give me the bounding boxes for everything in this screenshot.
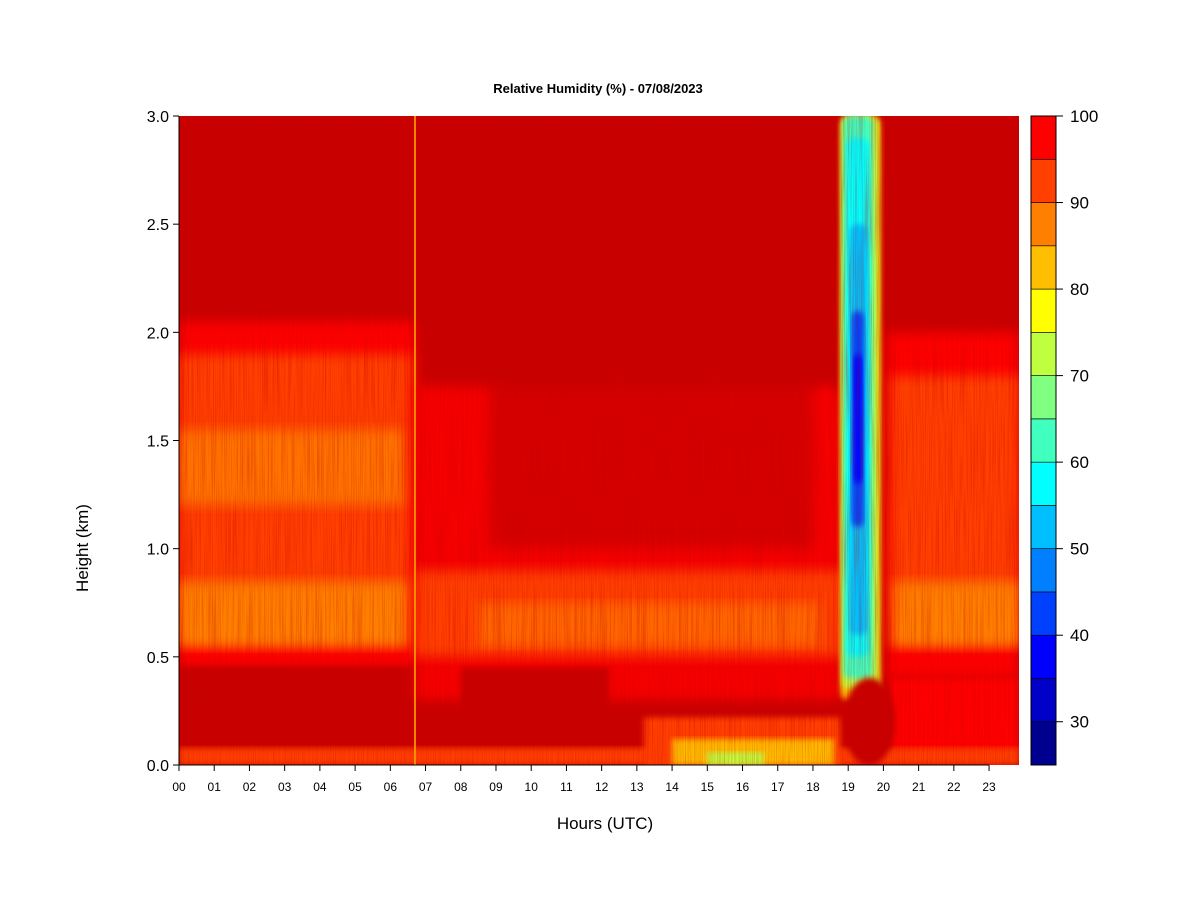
- colorbar-tick-label: 80: [1070, 280, 1089, 299]
- colorbar-swatch: [1030, 115, 1057, 160]
- y-tick-label: 2.0: [147, 325, 169, 342]
- x-tick-label: 03: [278, 780, 292, 794]
- x-tick-label: 20: [877, 780, 891, 794]
- x-tick-label: 10: [525, 780, 539, 794]
- x-tick-label: 15: [701, 780, 715, 794]
- colorbar-tick-label: 50: [1070, 540, 1089, 559]
- y-tick-label: 0.0: [147, 758, 169, 775]
- colorbar-swatch: [1030, 375, 1057, 420]
- colorbar-swatch: [1030, 678, 1057, 723]
- x-tick-label: 06: [384, 780, 398, 794]
- x-tick-label: 01: [208, 780, 222, 794]
- x-tick-label: 19: [842, 780, 856, 794]
- colorbar-swatch: [1030, 332, 1057, 376]
- colorbar-swatch: [1030, 418, 1057, 463]
- colorbar-tick-label: 40: [1070, 626, 1089, 645]
- y-tick-label: 1.5: [147, 434, 169, 451]
- colorbar-frame: [1030, 115, 1057, 766]
- x-tick-label: 02: [243, 780, 257, 794]
- x-tick-label: 23: [982, 780, 996, 794]
- x-tick-label: 08: [454, 780, 468, 794]
- x-tick-label: 11: [560, 780, 573, 794]
- x-tick-label: 00: [172, 780, 186, 794]
- colorbar-tick-label: 30: [1070, 713, 1089, 732]
- x-axis: 00 01 02 03 04 05 06 07 08 09 10 11 12 13 14 15 16 17 18 19…: [172, 764, 996, 794]
- colorbar-swatch: [1030, 158, 1057, 203]
- heatmap-field: [179, 116, 1019, 765]
- y-axis: 0.0 0.5 1.0 1.5 2.0 2.5 3.0: [147, 109, 180, 775]
- x-tick-label: 09: [489, 780, 503, 794]
- colorbar-swatch: [1030, 548, 1057, 593]
- streak-texture: [179, 116, 1019, 765]
- colorbar-tick-label: 100: [1070, 107, 1098, 126]
- x-tick-label: 14: [665, 780, 679, 794]
- x-tick-label: 13: [630, 780, 644, 794]
- y-tick-label: 1.0: [147, 542, 169, 559]
- y-tick-label: 0.5: [147, 650, 169, 667]
- x-tick-label: 12: [595, 780, 609, 794]
- x-tick-label: 18: [806, 780, 820, 794]
- colorbar-tick-label: 90: [1070, 194, 1089, 213]
- colorbar-swatch: [1030, 634, 1057, 679]
- colorbar-swatch: [1030, 721, 1057, 766]
- colorbar-swatch: [1030, 245, 1057, 290]
- x-tick-label: 07: [419, 780, 433, 794]
- colorbar-legend: 30 40 50 60 70 80 90 100: [1030, 107, 1098, 766]
- y-axis-label: Height (km): [73, 504, 92, 592]
- x-axis-label: Hours (UTC): [557, 814, 653, 833]
- x-tick-label: 16: [736, 780, 750, 794]
- x-tick-label: 05: [348, 780, 362, 794]
- x-tick-label: 17: [771, 780, 785, 794]
- colorbar-swatch: [1030, 202, 1057, 247]
- colorbar-swatch: [1030, 505, 1057, 549]
- colorbar-swatch: [1030, 288, 1057, 333]
- colorbar-swatch: [1030, 591, 1057, 636]
- colorbar-tick-label: 60: [1070, 453, 1089, 472]
- x-tick-label: 22: [947, 780, 961, 794]
- colorbar-tick-label: 70: [1070, 367, 1089, 386]
- x-tick-label: 21: [912, 780, 926, 794]
- chart-title: Relative Humidity (%) - 07/08/2023: [493, 81, 703, 96]
- x-tick-label: 04: [313, 780, 327, 794]
- y-tick-label: 2.5: [147, 217, 169, 234]
- y-tick-label: 3.0: [147, 109, 169, 126]
- colorbar-swatch: [1030, 461, 1057, 506]
